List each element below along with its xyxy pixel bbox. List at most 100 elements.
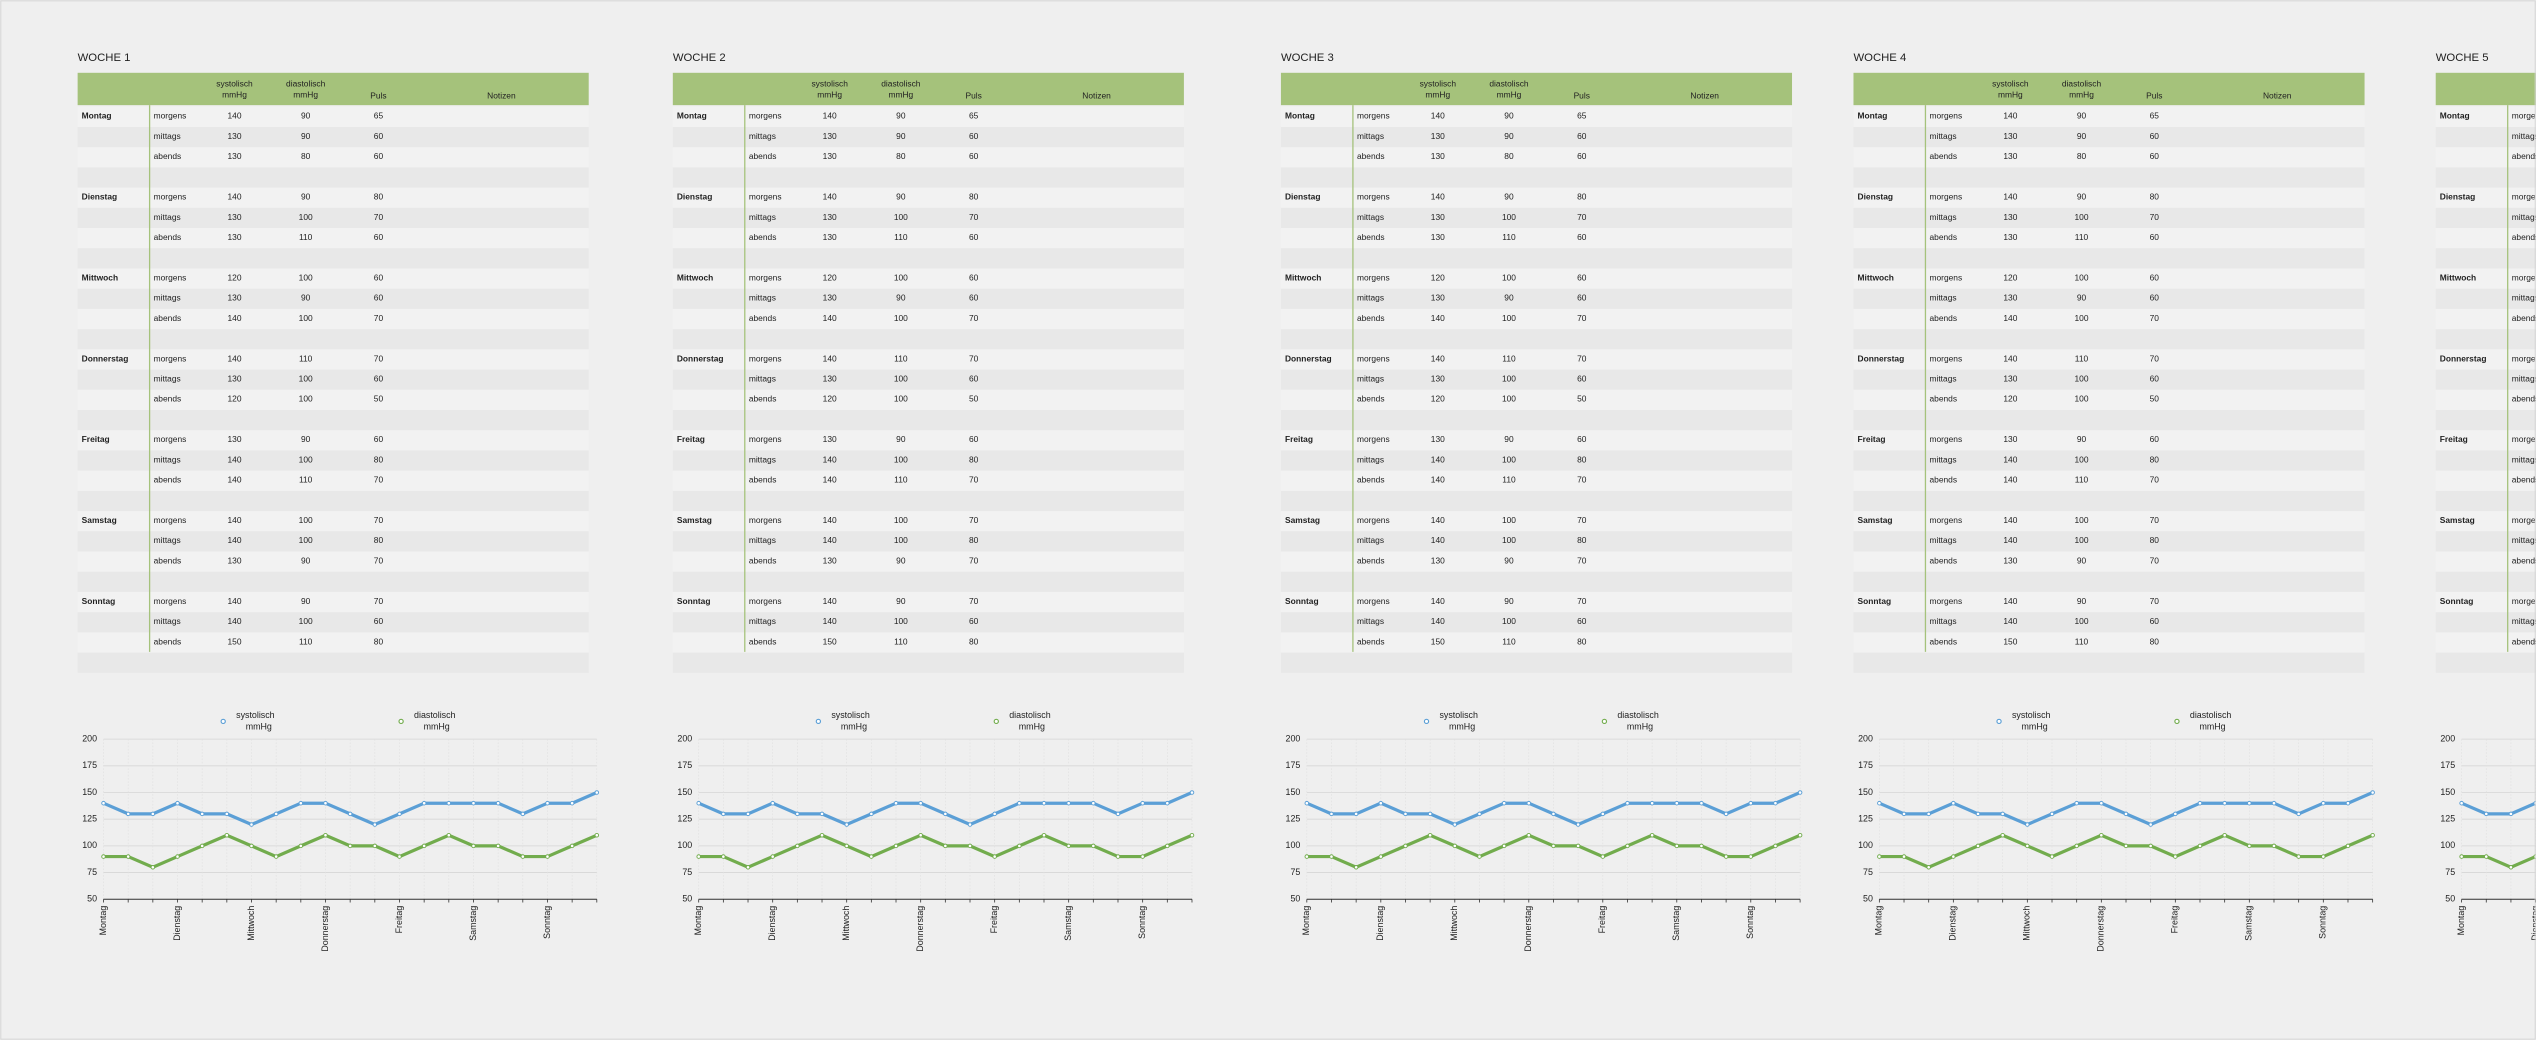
time-of-day: mittags xyxy=(154,212,181,222)
time-of-day: abends xyxy=(2512,475,2536,485)
cell-value: 110 xyxy=(2075,353,2089,363)
cell-value: 140 xyxy=(227,111,241,121)
table-row xyxy=(1853,531,2365,552)
cell-value: 130 xyxy=(1431,555,1445,565)
table-row xyxy=(2435,571,2536,592)
week-title: WOCHE 3 xyxy=(1281,52,1334,64)
table-row xyxy=(1853,147,2365,168)
cell-value: 90 xyxy=(1504,111,1514,121)
y-tick-label: 125 xyxy=(677,814,692,824)
table-row xyxy=(77,531,589,552)
data-point xyxy=(471,800,476,806)
y-tick-label: 200 xyxy=(82,733,97,743)
data-point xyxy=(992,854,997,859)
data-point xyxy=(347,811,353,817)
day-name: Montag xyxy=(677,111,707,121)
cell-value: 130 xyxy=(2003,131,2017,141)
time-of-day: mittags xyxy=(749,454,776,464)
day-name: Dienstag xyxy=(677,192,713,202)
table-row xyxy=(2435,106,2536,127)
data-point xyxy=(397,854,402,859)
data-point xyxy=(125,811,131,817)
table-row xyxy=(672,126,1184,148)
y-tick-label: 75 xyxy=(1863,867,1873,877)
time-of-day: morgens xyxy=(2512,272,2536,282)
cell-value: 120 xyxy=(823,272,837,282)
data-point xyxy=(1674,800,1680,806)
cell-value: 120 xyxy=(823,394,837,404)
cell-value: 60 xyxy=(969,232,979,242)
cell-value: 65 xyxy=(969,111,979,121)
legend-marker xyxy=(815,718,822,725)
data-point xyxy=(721,811,726,817)
data-point xyxy=(1625,843,1630,849)
time-of-day: mittags xyxy=(1357,212,1384,222)
data-point xyxy=(421,800,427,806)
cell-value: 100 xyxy=(1502,313,1516,323)
y-tick-label: 100 xyxy=(1858,840,1873,850)
data-point xyxy=(745,811,751,817)
cell-value: 90 xyxy=(896,131,906,141)
data-point xyxy=(1797,790,1803,795)
cell-value: 60 xyxy=(374,293,384,303)
x-tick-label: Sonntag xyxy=(1137,906,1147,939)
table-row xyxy=(77,369,589,390)
table-row xyxy=(1280,268,1793,289)
cell-value: 140 xyxy=(1431,111,1445,121)
cell-value: 130 xyxy=(823,212,837,222)
data-point xyxy=(1748,854,1754,859)
cell-value: 90 xyxy=(2077,293,2087,303)
legend-label: mmHg xyxy=(424,721,450,731)
cell-value: 130 xyxy=(823,131,837,141)
table-row xyxy=(672,551,1184,572)
data-point xyxy=(1748,800,1754,806)
table-row xyxy=(77,652,589,673)
data-point xyxy=(175,800,180,806)
time-of-day: morgens xyxy=(154,192,187,202)
time-of-day: abends xyxy=(2512,232,2536,242)
legend-label: diastolisch xyxy=(1009,710,1051,720)
cell-value: 90 xyxy=(301,192,311,202)
table-row xyxy=(2435,308,2536,330)
table-row xyxy=(672,591,1184,613)
cell-value: 140 xyxy=(227,192,241,202)
data-point xyxy=(224,832,230,838)
data-point xyxy=(1427,811,1433,817)
cell-value: 90 xyxy=(1504,192,1514,202)
column-header: Puls xyxy=(1574,90,1590,100)
cell-value: 80 xyxy=(2150,535,2160,545)
cell-value: 100 xyxy=(894,535,908,545)
cell-value: 130 xyxy=(227,212,241,222)
time-of-day: abends xyxy=(1357,475,1385,485)
time-of-day: abends xyxy=(1929,232,1957,242)
table-row xyxy=(77,106,589,127)
table-row xyxy=(2435,349,2536,370)
data-point xyxy=(1797,832,1803,838)
x-tick-label: Montag xyxy=(1301,906,1311,936)
cell-value: 100 xyxy=(1502,374,1516,384)
data-point xyxy=(323,800,328,806)
cell-value: 60 xyxy=(1577,272,1587,282)
table-row xyxy=(1853,187,2365,208)
data-point xyxy=(2197,800,2203,806)
data-point xyxy=(520,811,526,817)
cell-value: 140 xyxy=(823,111,837,121)
table-row xyxy=(2435,490,2536,512)
y-tick-label: 75 xyxy=(2445,867,2455,877)
cell-value: 80 xyxy=(374,454,384,464)
legend-label: diastolisch xyxy=(414,710,456,720)
table-row xyxy=(1280,551,1793,572)
y-tick-label: 175 xyxy=(677,760,692,770)
cell-value: 50 xyxy=(2150,394,2160,404)
y-tick-label: 75 xyxy=(682,867,692,877)
column-header: mmHg xyxy=(888,90,913,100)
table-row xyxy=(1853,410,2365,431)
cell-value: 110 xyxy=(2075,475,2089,485)
time-of-day: morgens xyxy=(154,596,187,606)
x-tick-label: Samstag xyxy=(2244,906,2254,941)
cell-value: 65 xyxy=(374,111,384,121)
cell-value: 140 xyxy=(1431,515,1445,525)
cell-value: 80 xyxy=(2150,192,2160,202)
day-name: Donnerstag xyxy=(2440,353,2487,363)
